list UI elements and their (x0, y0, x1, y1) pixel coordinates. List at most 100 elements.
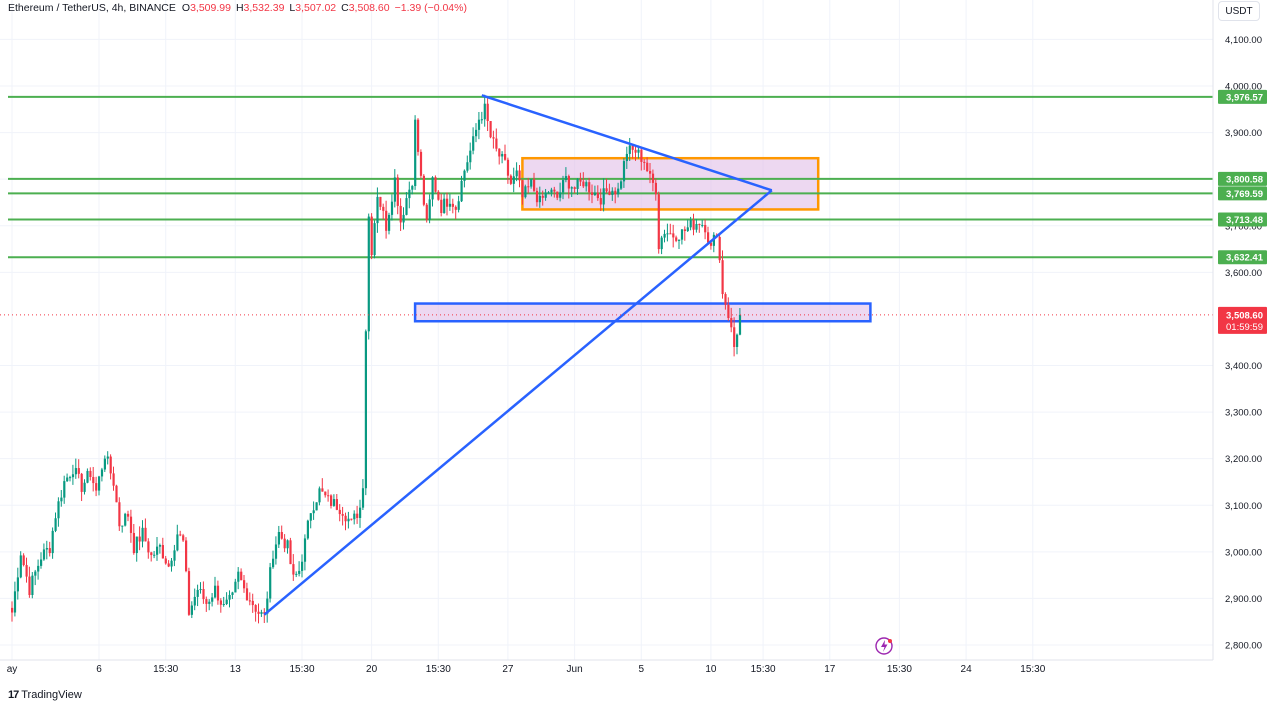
candle-body (306, 520, 309, 539)
open-label: O (181, 2, 191, 14)
candle-body (663, 233, 666, 238)
last-price-label: 3,508.60 (1226, 310, 1263, 321)
trend-line[interactable] (263, 189, 773, 616)
symbol-header: Ethereum / TetherUS, 4h, BINANCE O 3,509.… (8, 2, 472, 18)
candle-body (309, 513, 312, 521)
time-tick-label: 13 (230, 664, 242, 675)
candle-body (393, 177, 396, 202)
open-value: 3,509.99 (190, 2, 231, 14)
candle-body (54, 518, 57, 531)
candle-body (521, 180, 524, 198)
candle-body (721, 260, 724, 295)
candle-body (31, 575, 34, 595)
candle-body (42, 549, 46, 560)
candle-body (115, 485, 118, 503)
candle-body (689, 220, 692, 228)
level-label: 3,769.59 (1226, 189, 1263, 200)
alert-icon[interactable] (875, 637, 893, 655)
candle-body (701, 224, 704, 226)
candle-body (489, 121, 492, 138)
candle-body (28, 576, 31, 595)
candle-body (124, 513, 127, 526)
candle-body (419, 151, 423, 176)
symbol-title[interactable]: Ethereum / TetherUS, 4h, BINANCE (8, 2, 176, 14)
zones (413, 156, 872, 323)
candle-body (405, 198, 408, 215)
candle-body (112, 473, 115, 486)
candle-body (544, 192, 547, 198)
candle-body (193, 596, 196, 606)
candle-body (312, 510, 315, 514)
candle-body (376, 196, 379, 224)
trend-lines[interactable] (263, 94, 773, 616)
candle-body (460, 180, 463, 202)
time-tick-label: 5 (639, 664, 645, 675)
candle-body (385, 210, 388, 231)
candle-body (466, 162, 469, 171)
last-price-label-box (1218, 306, 1267, 334)
candle-body (654, 182, 657, 195)
candle-body (477, 119, 481, 130)
candle-body (359, 507, 362, 518)
candle-body (216, 585, 220, 601)
support-box[interactable] (413, 302, 872, 323)
candle-body (318, 488, 321, 503)
horizontal-levels[interactable] (8, 95, 1213, 259)
candle-body (289, 540, 292, 565)
candle-body (330, 495, 333, 506)
candle-body (335, 499, 338, 510)
candle-body (556, 191, 559, 198)
candle-body (327, 495, 330, 497)
candle-body (512, 176, 515, 184)
price-axis[interactable]: 4,100.004,000.003,900.003,800.003,700.00… (1225, 35, 1262, 652)
time-tick-label: 24 (961, 664, 973, 675)
candle-body (564, 176, 568, 181)
candle-body (486, 103, 489, 122)
candle-body (379, 196, 382, 207)
price-tick-label: 3,300.00 (1225, 408, 1262, 419)
currency-unit-button[interactable]: USDT (1218, 1, 1260, 21)
candle-body (51, 530, 54, 554)
candle-body (248, 600, 251, 602)
close-value: 3,508.60 (348, 2, 390, 14)
candle-body (535, 190, 539, 203)
resistance-box[interactable] (521, 156, 820, 211)
candle-body (202, 589, 205, 600)
candle-body (541, 195, 544, 198)
candle-body (260, 612, 263, 614)
candle-body (472, 136, 475, 151)
candle-body (332, 499, 336, 506)
candle-body (315, 502, 318, 511)
level-label: 3,976.57 (1226, 92, 1263, 103)
candle-body (651, 173, 655, 183)
candle-body (34, 571, 37, 576)
candle-body (13, 591, 17, 613)
candle-body (280, 532, 283, 539)
candle-body (37, 565, 40, 572)
candle-body (182, 535, 185, 541)
candle-body (622, 161, 626, 182)
candle-body (254, 605, 257, 612)
time-tick-label: 15:30 (1020, 664, 1045, 675)
candle-body (425, 204, 428, 220)
candle-body (164, 558, 167, 564)
candle-body (631, 145, 634, 150)
candle-body (582, 181, 585, 187)
candle-body (666, 233, 669, 235)
candle-body (480, 119, 483, 121)
candle-body (121, 525, 124, 527)
candle-body (251, 600, 254, 606)
candle-body (634, 149, 637, 153)
candle-body (48, 548, 51, 554)
candle-body (364, 331, 367, 489)
footer-brand[interactable]: 17 TradingView (8, 689, 82, 701)
time-axis[interactable]: ay 6 15:30 13 15:30 20 15:30 27 Jun 5 10 15:30 17 15:… (7, 664, 1046, 675)
change-value: −1.39 (−0.04%) (394, 2, 467, 14)
candle-body (704, 224, 707, 233)
candle-body (431, 177, 434, 200)
trend-line[interactable] (481, 94, 773, 192)
candle-body (637, 149, 640, 153)
candle-body (141, 527, 144, 542)
candle-body (550, 189, 553, 193)
